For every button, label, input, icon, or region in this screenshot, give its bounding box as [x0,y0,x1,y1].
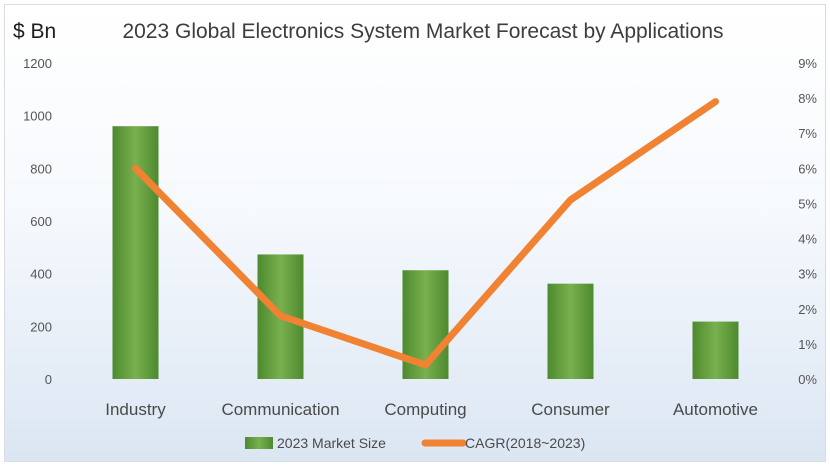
right-axis-tick-label: 9% [798,56,817,71]
left-axis-tick-label: 1200 [23,56,52,71]
left-axis-tick-label: 600 [30,214,52,229]
left-axis-tick-label: 200 [30,319,52,334]
left-axis-unit: $ Bn [13,20,56,43]
right-axis-ticks: 0% 1% 2% 3% 4% 5% 6% 7% 8% 9% [798,56,817,387]
combo-chart: $ Bn 2023 Global Electronics System Mark… [13,20,817,451]
left-axis-tick-label: 0 [45,372,52,387]
bar-consumer [547,283,594,379]
legend: 2023 Market Size CAGR(2018~2023) [245,435,585,451]
category-label: Industry [105,400,166,419]
left-axis-ticks: 0 200 400 600 800 1000 1200 [23,56,52,387]
right-axis-tick-label: 5% [798,196,817,211]
right-axis-tick-label: 3% [798,267,817,282]
chart-title: 2023 Global Electronics System Market Fo… [122,20,723,43]
bar-automotive [692,321,739,379]
left-axis-tick-label: 800 [30,161,52,176]
left-axis-tick-label: 1000 [23,109,52,124]
right-axis-tick-label: 1% [798,337,817,352]
category-label: Computing [384,400,466,419]
bar-industry [112,126,159,379]
chart-frame: $ Bn 2023 Global Electronics System Mark… [4,4,826,462]
category-label: Consumer [531,400,610,419]
right-axis-tick-label: 0% [798,372,817,387]
right-axis-tick-label: 4% [798,232,817,247]
legend-bar-swatch [245,437,273,449]
legend-bar-label: 2023 Market Size [277,435,386,451]
left-axis-tick-label: 400 [30,267,52,282]
bar-series [112,126,739,379]
cagr-point-communication [279,314,282,317]
right-axis-tick-label: 6% [798,161,817,176]
cagr-point-industry [134,167,137,170]
right-axis-tick-label: 7% [798,126,817,141]
cagr-point-consumer [569,198,572,201]
legend-line-label: CAGR(2018~2023) [465,435,585,451]
cagr-point-computing [424,363,427,366]
right-axis-tick-label: 8% [798,91,817,106]
category-label: Automotive [673,400,758,419]
right-axis-tick-label: 2% [798,302,817,317]
category-labels: Industry Communication Computing Consumer Au… [105,400,758,419]
line-series [132,98,719,369]
category-label: Communication [221,400,339,419]
cagr-point-automotive [714,100,717,103]
